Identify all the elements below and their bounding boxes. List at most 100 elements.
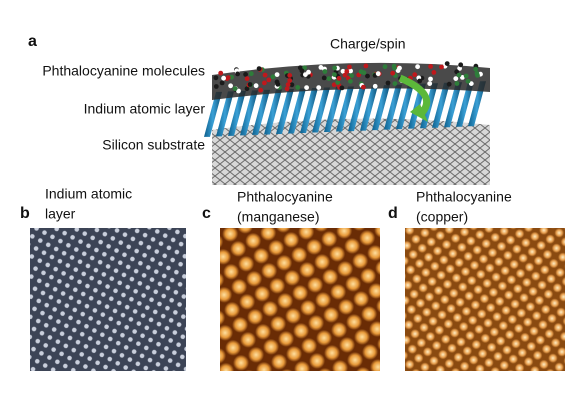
decoration — [274, 72, 280, 77]
decoration — [392, 81, 398, 86]
decoration — [348, 86, 366, 132]
decoration — [316, 85, 322, 90]
decoration — [361, 84, 366, 90]
decoration — [431, 70, 437, 75]
decoration — [457, 66, 462, 71]
decoration — [427, 81, 433, 86]
decoration — [304, 85, 309, 90]
decoration — [360, 85, 378, 131]
decoration — [270, 74, 276, 80]
caption: Phthalocyanine — [416, 189, 512, 205]
caption: (manganese) — [237, 209, 320, 225]
decoration — [243, 72, 249, 77]
decoration — [244, 76, 250, 82]
panel-label: d — [388, 205, 398, 222]
decoration — [412, 72, 418, 78]
decoration — [331, 82, 337, 88]
caption: (copper) — [416, 209, 468, 225]
caption: Phthalocyanine — [237, 189, 333, 205]
decoration — [382, 64, 388, 70]
annotation: Charge/spin — [330, 36, 406, 52]
decoration — [299, 68, 305, 74]
decoration — [252, 89, 270, 135]
decoration — [458, 62, 464, 68]
decoration — [342, 72, 348, 78]
decoration — [287, 73, 293, 78]
decoration — [385, 80, 391, 86]
panel-label: b — [20, 205, 30, 222]
decoration — [390, 70, 396, 76]
structure-illustration — [204, 61, 490, 185]
decoration — [300, 88, 318, 133]
decoration — [432, 82, 450, 128]
decoration — [256, 66, 262, 71]
decoration — [454, 81, 460, 86]
decoration — [284, 86, 290, 92]
decoration — [287, 78, 293, 83]
decoration — [397, 65, 402, 71]
decoration — [463, 73, 469, 79]
decoration — [213, 84, 219, 89]
decoration — [236, 88, 241, 94]
decoration — [415, 64, 420, 70]
decoration — [276, 88, 294, 134]
decoration — [468, 81, 486, 127]
panel-label: c — [202, 205, 211, 222]
decoration — [336, 76, 342, 81]
stm-image — [220, 228, 380, 371]
decoration — [444, 82, 462, 128]
decoration — [335, 80, 341, 85]
decoration — [349, 73, 354, 78]
decoration — [240, 90, 258, 136]
decoration — [247, 82, 253, 87]
stm-image — [405, 228, 565, 371]
decoration — [428, 76, 433, 82]
decoration — [321, 75, 327, 81]
decoration — [460, 75, 465, 80]
decoration — [228, 90, 246, 136]
annotation: Phthalocyanine molecules — [42, 63, 205, 79]
decoration — [324, 87, 342, 133]
decoration — [332, 65, 337, 71]
decoration — [372, 85, 390, 131]
decoration — [358, 69, 364, 75]
decoration — [228, 83, 234, 89]
decoration — [326, 76, 332, 81]
decoration — [340, 68, 346, 74]
decoration — [218, 70, 224, 76]
decoration — [363, 63, 369, 69]
decoration — [216, 91, 234, 137]
decoration — [475, 73, 480, 78]
decoration — [221, 75, 227, 81]
decoration — [339, 85, 345, 91]
decoration — [336, 86, 354, 132]
decoration — [235, 71, 241, 77]
decoration — [396, 84, 414, 130]
annotation: Indium atomic layer — [84, 101, 206, 117]
decoration — [372, 83, 378, 89]
decoration — [322, 69, 328, 74]
decoration — [332, 72, 337, 77]
decoration — [219, 80, 225, 86]
panel-label: a — [28, 33, 37, 50]
decoration — [348, 78, 353, 84]
decoration — [468, 81, 474, 86]
decoration — [232, 86, 238, 92]
decoration — [289, 82, 295, 88]
decoration — [465, 78, 471, 84]
decoration — [253, 83, 259, 89]
decoration — [266, 77, 272, 83]
decoration — [262, 80, 267, 86]
caption: layer — [45, 206, 76, 222]
decoration — [453, 76, 459, 81]
decoration — [312, 87, 330, 133]
decoration — [248, 71, 254, 77]
decoration — [344, 69, 350, 74]
decoration — [288, 88, 306, 134]
caption: Indium atomic — [45, 186, 132, 202]
decoration — [262, 72, 268, 78]
decoration — [365, 73, 370, 79]
decoration — [285, 82, 291, 87]
decoration — [318, 65, 324, 70]
